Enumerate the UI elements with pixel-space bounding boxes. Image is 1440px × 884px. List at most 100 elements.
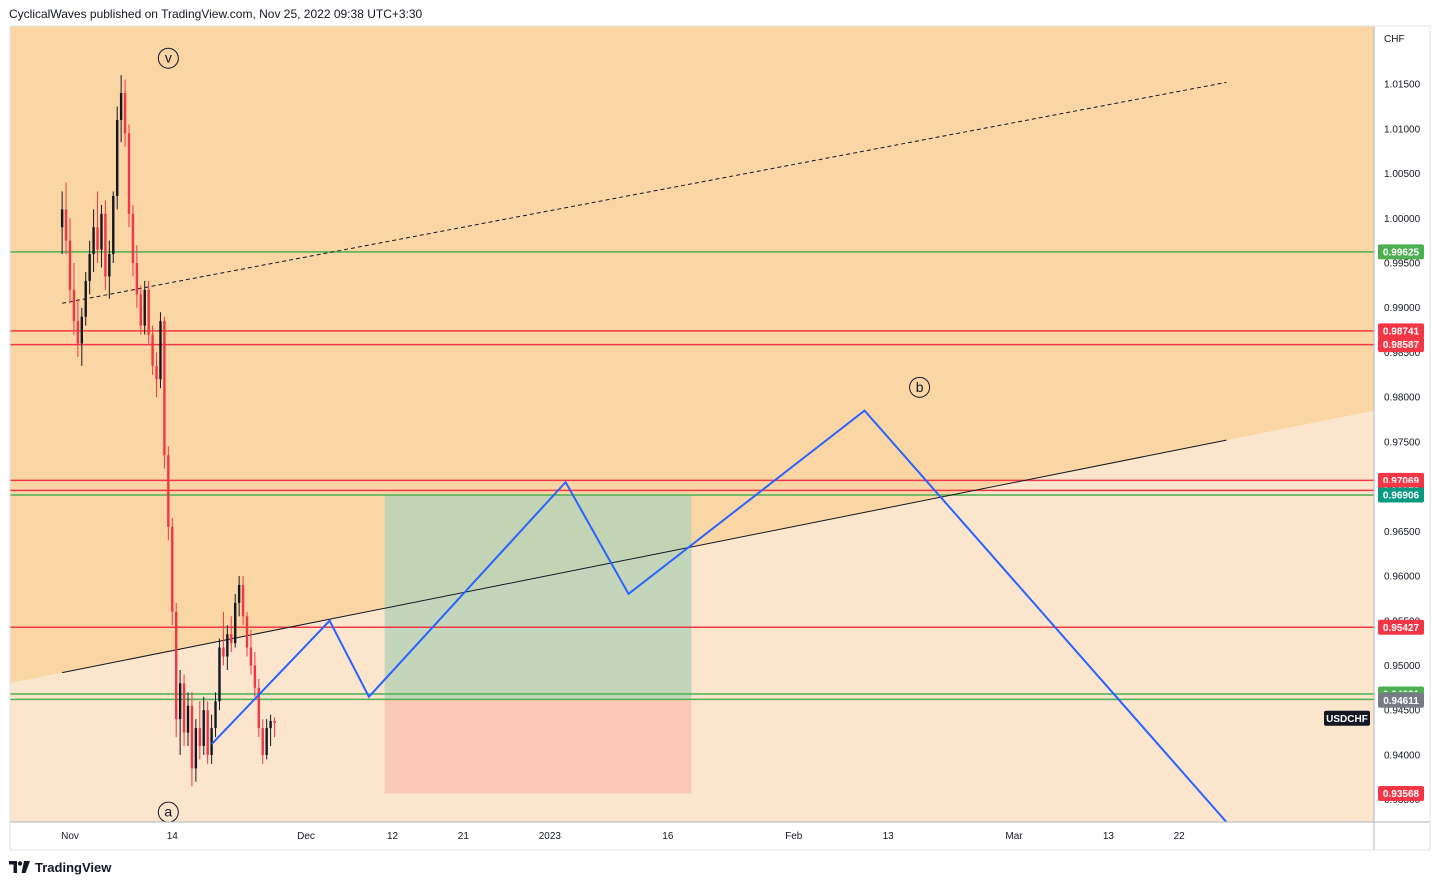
price-tick-label: 0.97500 [1384, 437, 1421, 448]
symbol-badge-text: USDCHF [1326, 714, 1368, 725]
time-tick-label: 16 [662, 831, 674, 842]
price-tick-label: 1.00000 [1384, 214, 1421, 225]
time-tick-label: 13 [1103, 831, 1115, 842]
candle [96, 191, 99, 264]
time-tick-label: 22 [1174, 831, 1186, 842]
time-tick-label: 2023 [539, 831, 562, 842]
candle [151, 325, 154, 375]
candle [237, 576, 241, 617]
candle [178, 669, 182, 755]
solid-trendline[interactable] [62, 439, 1227, 674]
level-badge-3-text: 0.97069 [1383, 476, 1420, 487]
symbol-badge: USDCHF [1324, 710, 1370, 726]
chart-frame [9, 25, 1431, 851]
candle [72, 263, 76, 335]
candle-body [123, 93, 127, 134]
tradingview-footer[interactable]: TradingView [9, 858, 111, 876]
level-badge-0: 0.99625 [1378, 244, 1424, 260]
position-profit-zone[interactable] [384, 495, 692, 700]
wave-projection-line[interactable] [210, 409, 1228, 822]
candle-body [116, 119, 119, 196]
wave-label-text: a [164, 804, 172, 820]
candle [253, 652, 257, 697]
candle-body [218, 647, 221, 702]
candle [159, 312, 162, 389]
level-badge-1: 0.98741 [1378, 323, 1424, 339]
level-badge-1-text: 0.98741 [1383, 326, 1420, 337]
candle [100, 204, 103, 268]
candle-body [119, 93, 123, 120]
time-tick-label: 14 [167, 831, 179, 842]
candle [230, 616, 233, 653]
candle-body [76, 321, 80, 344]
candle-body [178, 683, 182, 720]
candle-body [237, 584, 241, 603]
candle-body [139, 294, 142, 326]
time-tick-label: Feb [785, 831, 803, 842]
candle-body [269, 720, 272, 729]
horizontal-levels[interactable] [10, 251, 1374, 701]
candle-body [135, 263, 139, 295]
candle [202, 696, 205, 755]
candle [214, 692, 217, 738]
candle [265, 719, 268, 760]
candle [257, 678, 260, 738]
candle [273, 717, 276, 738]
candle-body [143, 289, 146, 326]
candle [167, 446, 170, 541]
candle-body [249, 647, 253, 666]
candle [206, 701, 209, 764]
candle [119, 75, 123, 143]
wave-label-b[interactable]: b [909, 376, 931, 398]
candle-body [131, 213, 135, 264]
candle [143, 280, 146, 335]
candle-body [72, 289, 76, 322]
candle [104, 200, 107, 290]
price-badge-1: 0.93568 [1378, 786, 1424, 802]
candle-body [80, 316, 83, 344]
candle-body [194, 728, 198, 769]
candle [112, 191, 115, 264]
price-badges: 0.996250.987410.985870.970690.969580.969… [1324, 244, 1424, 802]
candle [88, 240, 91, 295]
candle [127, 124, 131, 228]
wave-label-v[interactable]: v [157, 47, 179, 69]
wave-labels[interactable]: v a b [157, 47, 931, 823]
price-tick-label: 1.01500 [1384, 80, 1421, 91]
dashed-trendline[interactable] [62, 81, 1227, 304]
candle [198, 701, 201, 760]
price-badge-0: 0.94611 [1378, 692, 1424, 708]
position-stop-zone[interactable] [384, 699, 692, 794]
candle-body [245, 616, 249, 648]
candle-body [257, 687, 260, 729]
long-position-tool[interactable] [384, 495, 692, 794]
candle-body [198, 728, 201, 746]
price-badge-0-text: 0.94611 [1383, 696, 1419, 707]
time-tick-label: 13 [883, 831, 895, 842]
tradingview-brand: TradingView [35, 859, 112, 875]
candle [194, 719, 198, 782]
candle-body [175, 611, 178, 720]
candle [60, 191, 64, 255]
time-axis[interactable]: Nov 14 Dec 12 21 2023 16 Feb 13 Mar 13 22 [61, 831, 1185, 842]
price-tick-label: 0.98500 [1384, 348, 1421, 359]
price-tick-label: 0.96500 [1384, 527, 1421, 538]
candle-body [88, 254, 91, 281]
publication-header: CyclicalWaves published on TradingView.c… [9, 7, 423, 21]
time-tick-label: 12 [387, 831, 399, 842]
trendlines[interactable] [62, 81, 1227, 674]
price-tick-label: 1.00500 [1384, 169, 1421, 180]
projection-path[interactable] [210, 409, 1228, 822]
price-tick-label: 0.95000 [1384, 661, 1421, 672]
candle [234, 593, 237, 648]
level-badge-6-text: 0.95427 [1383, 623, 1420, 634]
candle-body [230, 634, 233, 644]
chart[interactable]: v a b CHF 1.01500 1.01000 1.00500 1.00000 0.99… [0, 0, 1440, 856]
candlesticks [60, 75, 276, 787]
candle-body [147, 289, 150, 335]
price-tick-label: 0.99000 [1384, 303, 1421, 314]
candle-body [190, 705, 194, 769]
candle [68, 218, 72, 304]
wave-label-text: v [165, 50, 172, 66]
wave-label-text: b [916, 379, 924, 395]
